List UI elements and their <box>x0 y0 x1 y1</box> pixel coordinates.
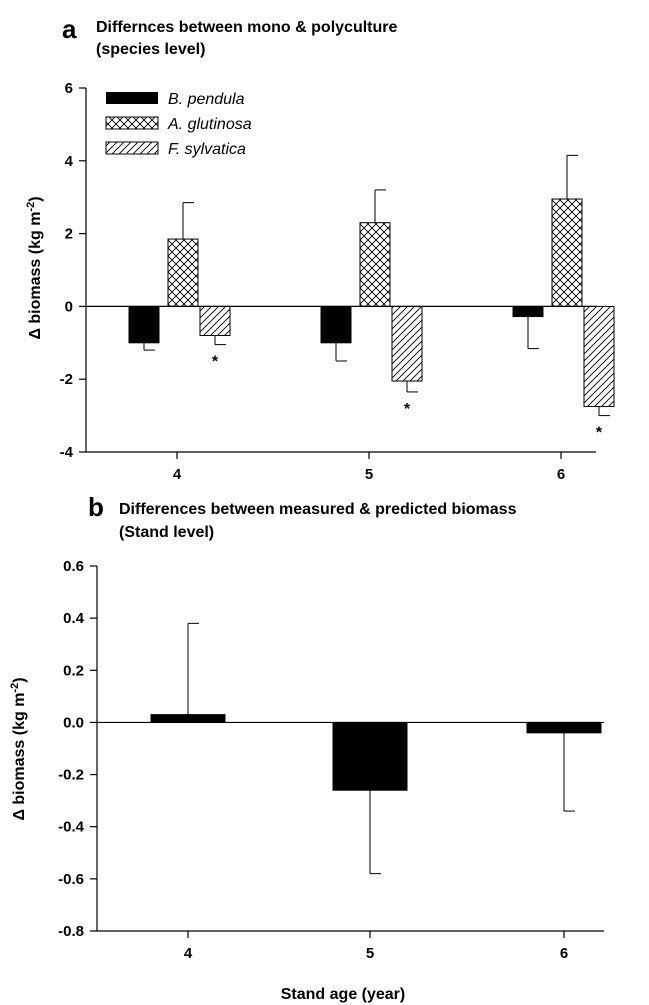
legend-item-b-pendula: B. pendula <box>106 91 245 108</box>
y-tick-label: 0.6 <box>63 558 84 575</box>
y-tick-label: 0.2 <box>63 662 84 679</box>
y-tick-label: 0.0 <box>63 714 84 731</box>
x-tick-label: 5 <box>366 945 374 962</box>
panel-a-title-line-1: Differnces between mono & polyculture <box>96 19 397 36</box>
y-tick-label: -0.6 <box>58 871 84 888</box>
bar-a-glutinosa <box>551 198 583 307</box>
panel-b-title-line-1: Differences between measured & predicted… <box>119 501 517 518</box>
panel-a-letter: a <box>62 14 77 44</box>
legend-swatch-b-pendula <box>106 92 158 104</box>
bar-f-sylvatica <box>583 305 615 407</box>
y-tick-label: -4 <box>60 444 74 461</box>
significance-marker: * <box>404 401 411 418</box>
bar-f-sylvatica <box>391 305 423 382</box>
y-tick-label: 0.4 <box>63 610 85 627</box>
bar-b-pendula <box>128 305 160 344</box>
bar-a-glutinosa <box>359 222 391 307</box>
legend-label-f-sylvatica: F. sylvatica <box>168 141 246 158</box>
legend-swatch-f-sylvatica <box>105 141 159 155</box>
y-tick-label: 6 <box>65 80 73 97</box>
bar-b-pendula <box>320 305 352 344</box>
legend-label-b-pendula: B. pendula <box>168 91 245 108</box>
y-tick-label: 0 <box>65 298 73 315</box>
y-tick-label: -2 <box>60 371 73 388</box>
panel-a-legend: B. pendula A. glutinosa F. sylvatica <box>105 91 252 158</box>
bar-f-sylvatica <box>199 305 231 337</box>
panel-b-stand-level: b Differences between measured & predict… <box>9 492 604 1003</box>
y-tick-label: -0.4 <box>58 819 85 836</box>
y-tick-label: -0.8 <box>58 923 84 940</box>
x-tick-label: 5 <box>365 466 373 483</box>
panel-a-y-axis-label: Δ biomass (kg m-2) <box>25 196 44 339</box>
significance-marker: * <box>212 354 219 371</box>
panel-a-title-line-2: (species level) <box>96 41 205 58</box>
panel-b-letter: b <box>88 492 104 522</box>
legend-item-f-sylvatica: F. sylvatica <box>105 141 246 158</box>
legend-swatch-a-glutinosa <box>105 116 159 130</box>
panel-b-y-axis-label: Δ biomass (kg m-2) <box>9 677 28 820</box>
panel-b-x-axis-label: Stand age (year) <box>281 986 405 1003</box>
bar-stand <box>150 714 226 723</box>
bar-stand <box>526 721 602 734</box>
y-tick-label: 2 <box>65 226 73 243</box>
legend-item-a-glutinosa: A. glutinosa <box>105 116 252 133</box>
x-tick-label: 4 <box>173 466 182 483</box>
bar-b-pendula <box>512 305 544 318</box>
panel-a-species-level: a Differnces between mono & polyculture … <box>25 14 615 483</box>
x-tick-label: 6 <box>557 466 565 483</box>
bar-stand <box>332 721 408 791</box>
x-tick-label: 6 <box>560 945 568 962</box>
x-tick-label: 4 <box>184 945 193 962</box>
panel-b-title-line-2: (Stand level) <box>119 524 214 541</box>
y-tick-label: 4 <box>65 153 74 170</box>
significance-marker: * <box>596 425 603 442</box>
bar-a-glutinosa <box>167 238 199 307</box>
y-tick-label: -0.2 <box>58 767 84 784</box>
legend-label-a-glutinosa: A. glutinosa <box>167 116 252 133</box>
